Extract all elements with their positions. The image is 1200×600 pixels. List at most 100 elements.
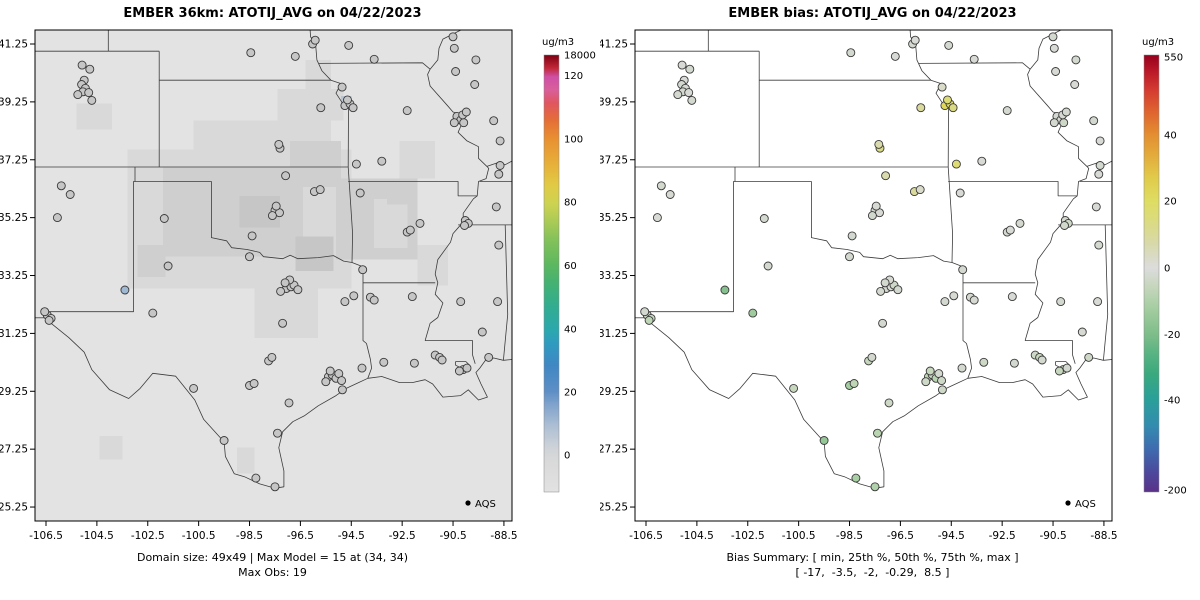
station-point	[943, 95, 952, 105]
station-point	[357, 363, 367, 373]
x-tick-label: -96.5	[287, 530, 314, 542]
station-point	[1037, 355, 1047, 365]
station-point	[957, 363, 967, 373]
station-point	[270, 482, 280, 492]
x-tick-label: -98.5	[836, 530, 863, 542]
colorbar-tick-label: 20	[564, 387, 577, 398]
station-point	[449, 118, 459, 128]
bias-panel-title: EMBER bias: ATOTIJ_AVG on 04/22/2023	[728, 6, 1017, 21]
y-tick-label: 27.25	[0, 444, 28, 456]
x-tick-label: -102.5	[131, 530, 165, 542]
station-point	[979, 357, 989, 367]
colorbar-tick-label: 60	[564, 261, 577, 272]
station-point	[1071, 55, 1081, 65]
model-grid-cell	[290, 140, 342, 188]
colorbar-units: ug/m3	[542, 37, 574, 48]
bias-map: -106.5 -104.5 -102.5 -100.5 -98.5 -96.5 -94.5 -…	[600, 29, 1187, 542]
station-point	[656, 181, 666, 191]
model-field-layer	[35, 30, 512, 521]
model-grid-cell	[399, 140, 436, 179]
station-point	[316, 103, 326, 113]
model-grid-cell	[99, 436, 123, 460]
state-border-line	[930, 79, 949, 168]
x-tick-label: -90.5	[439, 530, 466, 542]
station-point	[876, 286, 886, 296]
station-point	[56, 181, 66, 191]
station-point	[405, 225, 415, 235]
station-point	[477, 327, 487, 337]
model-caption-line1: Domain size: 49x49 | Max Model = 15 at (…	[136, 551, 408, 564]
y-tick-label: 37.25	[0, 154, 28, 166]
station-point	[351, 159, 361, 169]
y-tick-label: 39.25	[600, 96, 628, 108]
station-point	[348, 103, 358, 113]
station-point	[462, 363, 472, 373]
station-point	[280, 278, 290, 288]
station-point	[867, 352, 877, 362]
station-point	[120, 285, 130, 295]
x-tick-label: -106.5	[629, 530, 663, 542]
station-point	[921, 377, 931, 387]
station-point	[969, 295, 979, 305]
bias-caption-line1: Bias Summary: [ min, 25th %, 50th %, 75t…	[726, 551, 1019, 564]
state-border-line	[948, 181, 1078, 197]
model-grid-cell	[417, 245, 448, 286]
station-point	[640, 307, 650, 317]
station-point	[1089, 116, 1099, 126]
model-grid-cell	[76, 103, 113, 130]
colorbar-tick-label: -20	[1164, 330, 1180, 341]
x-tick-label: -98.5	[236, 530, 263, 542]
station-point	[937, 376, 947, 386]
station-point	[415, 218, 425, 228]
station-point	[276, 286, 286, 296]
station-point	[284, 398, 294, 408]
station-point	[321, 377, 331, 387]
station-point	[1061, 107, 1071, 117]
x-tick-label: -94.5	[938, 530, 965, 542]
station-point	[489, 116, 499, 126]
state-border-line	[309, 30, 332, 81]
station-point	[44, 315, 54, 325]
station-point	[1093, 297, 1103, 307]
station-point	[1054, 366, 1064, 376]
plot-border	[634, 29, 1113, 522]
station-point	[1005, 225, 1015, 235]
station-point	[915, 185, 925, 195]
station-point	[1059, 118, 1069, 128]
station-point	[369, 54, 379, 64]
bias-caption-line2: [ -17, -3.5, -2, -0.29, 8.5 ]	[795, 566, 950, 579]
station-point	[355, 188, 365, 198]
y-tick-label: 31.25	[0, 328, 28, 340]
station-point	[846, 48, 856, 58]
station-point	[874, 139, 884, 149]
station-point	[267, 211, 277, 221]
colorbar-tick-label: -40	[1164, 396, 1180, 407]
x-tick-label: -92.5	[989, 530, 1016, 542]
bias-panel: -106.5 -104.5 -102.5 -100.5 -98.5 -96.5 -94.5 -…	[600, 0, 1200, 600]
station-point	[870, 482, 880, 492]
station-point	[163, 261, 173, 271]
station-point	[377, 156, 387, 166]
station-point	[484, 352, 494, 362]
station-point	[407, 292, 417, 302]
y-tick-label: 25.25	[600, 502, 628, 514]
station-point	[274, 139, 284, 149]
station-point	[325, 366, 335, 376]
station-point	[925, 366, 935, 376]
state-border-line	[1024, 30, 1090, 341]
y-tick-label: 35.25	[0, 212, 28, 224]
station-point	[448, 32, 458, 42]
station-point	[84, 88, 94, 98]
colorbar-tick-label: -200	[1164, 485, 1187, 496]
y-tick-label: 41.25	[0, 39, 28, 51]
station-point	[951, 159, 961, 169]
station-point	[687, 95, 697, 105]
station-point	[358, 265, 368, 275]
state-border-line	[967, 357, 1112, 401]
station-point	[1094, 240, 1104, 250]
station-point	[684, 88, 694, 98]
station-point	[470, 80, 480, 89]
station-point	[969, 54, 979, 64]
station-point	[871, 201, 881, 211]
station-point	[955, 188, 965, 198]
